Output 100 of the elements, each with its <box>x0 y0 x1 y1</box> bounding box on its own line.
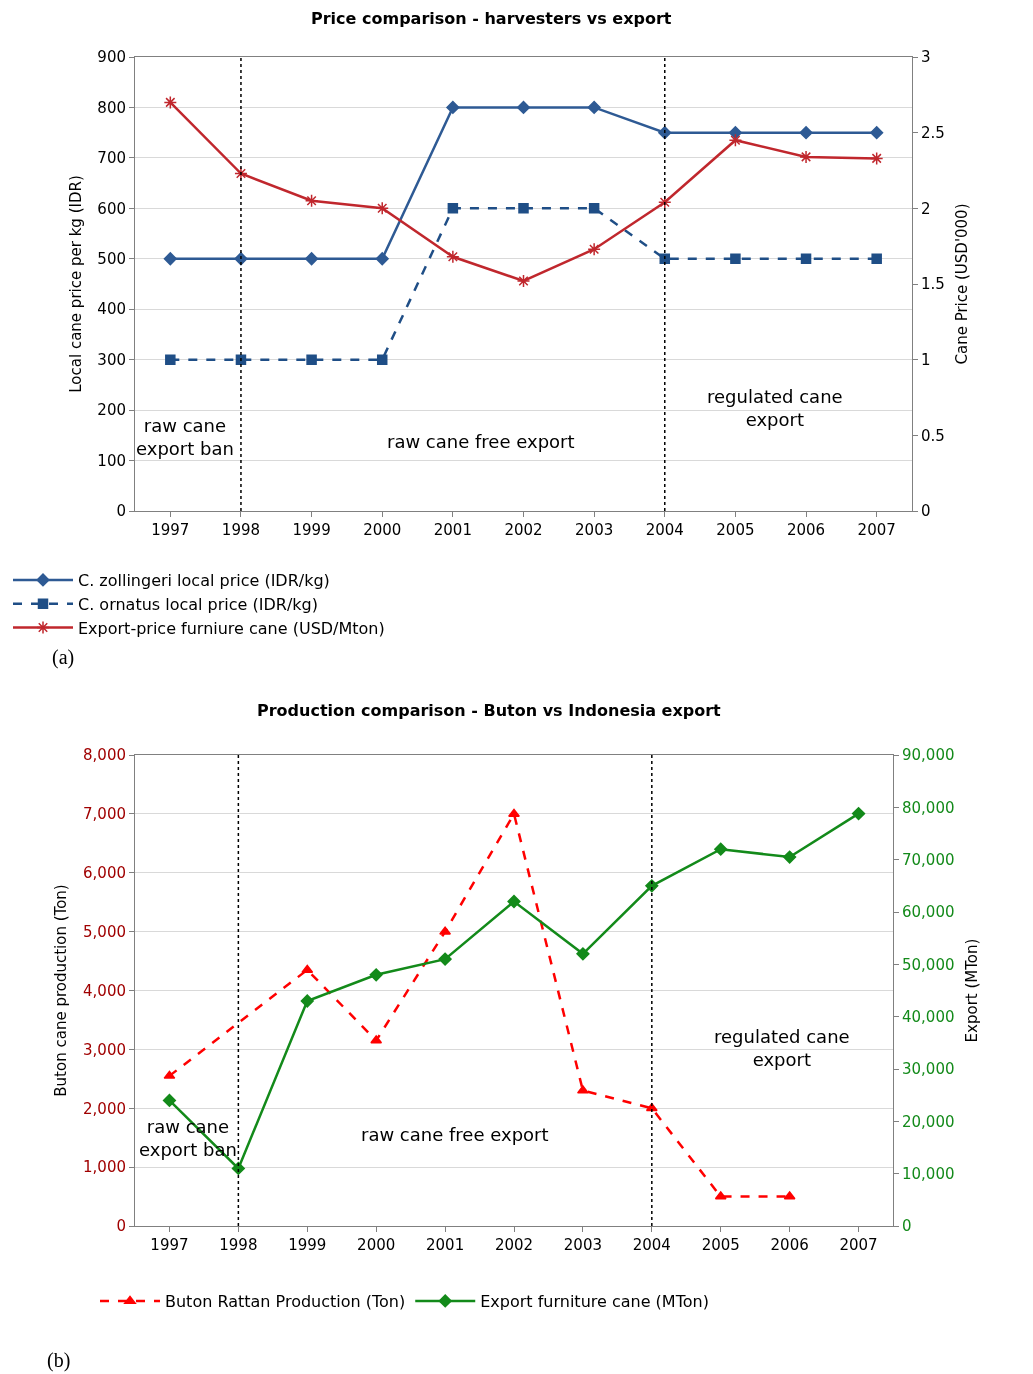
x-tick-label: 2005 <box>716 521 755 539</box>
x-tick-label: 2001 <box>433 521 472 539</box>
point <box>799 126 813 140</box>
point <box>587 242 601 256</box>
y-tick-label: 900 <box>97 48 126 67</box>
point <box>851 807 866 821</box>
y2-tick-label: 60,000 <box>902 903 955 922</box>
y2-tick-label: 1 <box>921 350 931 369</box>
point <box>304 252 319 266</box>
y2-tick-label: 90,000 <box>902 746 955 765</box>
point <box>162 1093 177 1107</box>
y-tick-label: 5,000 <box>83 922 126 941</box>
x-tick-label: 2000 <box>363 521 402 539</box>
point <box>730 253 741 265</box>
y2-tick-label: 50,000 <box>902 955 955 974</box>
y-tick-label: 2,000 <box>83 1099 126 1118</box>
y2-tick-label: 70,000 <box>902 850 955 869</box>
annotation: raw cane free export <box>387 431 575 452</box>
annotation: regulated cane export <box>714 1026 850 1071</box>
y2-tick-label: 0 <box>921 502 931 521</box>
point <box>369 968 383 982</box>
y2-tick-label: 20,000 <box>902 1112 955 1131</box>
x-tick-label: 2003 <box>563 1236 602 1254</box>
point <box>163 95 178 110</box>
point <box>799 150 813 164</box>
x-tick-label: 2003 <box>575 521 614 539</box>
annotation: regulated cane export <box>707 386 843 431</box>
annotation: raw cane export ban <box>136 415 234 460</box>
legend-label: Export furniture cane (MTon) <box>480 1292 709 1312</box>
y2-axis-title: Cane Price (USD'000) <box>952 203 971 365</box>
y-tick-label: 8,000 <box>83 746 126 765</box>
legend-label: C. zollingeri local price (IDR/kg) <box>78 571 330 591</box>
chart-title: Production comparison - Buton vs Indonesia export <box>257 701 722 720</box>
y-tick-label: 600 <box>97 199 126 218</box>
x-tick-label: 1999 <box>292 521 331 539</box>
y-tick-label: 0 <box>116 502 126 521</box>
chart-title: Price comparison - harvesters vs export <box>311 9 672 28</box>
x-tick-label: 2006 <box>770 1236 809 1254</box>
point <box>447 203 459 214</box>
point <box>576 947 590 961</box>
y2-tick-label: 0.5 <box>921 426 945 445</box>
y2-tick-label: 40,000 <box>902 1007 955 1026</box>
x-tick-label: 1998 <box>221 521 261 539</box>
text: (a) <box>52 646 75 669</box>
y2-tick-label: 2 <box>921 199 931 218</box>
x-tick-label: 2007 <box>839 1236 878 1254</box>
y-tick-label: 400 <box>97 300 126 319</box>
point <box>518 203 529 214</box>
y2-tick-label: 2.5 <box>921 123 945 142</box>
y-axis-title: Buton cane production (Ton) <box>52 884 71 1097</box>
point <box>306 354 317 365</box>
y-tick-label: 6,000 <box>83 864 126 882</box>
y-tick-label: 100 <box>97 451 126 470</box>
point <box>728 133 743 147</box>
y-tick-label: 800 <box>97 98 126 117</box>
y2-tick-label: 30,000 <box>902 1060 955 1079</box>
y-tick-label: 0 <box>116 1217 126 1236</box>
y2-tick-label: 3 <box>921 48 931 67</box>
y2-tick-label: 10,000 <box>902 1164 955 1183</box>
point <box>658 195 672 210</box>
point <box>714 842 728 856</box>
y2-tick-label: 80,000 <box>902 798 955 817</box>
point <box>800 253 812 265</box>
y-tick-label: 4,000 <box>83 981 126 1000</box>
legend-label: Export-price furniure cane (USD/Mton) <box>78 618 385 638</box>
point <box>375 252 389 266</box>
point <box>376 354 388 365</box>
x-tick-label: 2001 <box>426 1236 465 1254</box>
x-tick-label: 2002 <box>504 521 543 539</box>
y-tick-label: 200 <box>97 401 126 420</box>
annotation: raw cane free export <box>361 1124 549 1145</box>
point <box>588 203 600 214</box>
legend-label: C. ornatus local price (IDR/kg) <box>78 594 318 614</box>
x-tick-label: 2002 <box>494 1236 534 1254</box>
point <box>300 994 314 1008</box>
y-tick-label: 1,000 <box>83 1158 126 1177</box>
text: (b) <box>47 1349 71 1372</box>
point <box>516 274 531 288</box>
point <box>446 250 460 264</box>
point <box>375 201 389 216</box>
point <box>163 252 177 266</box>
point <box>234 166 248 181</box>
x-tick-label: 2004 <box>645 521 684 539</box>
point <box>235 354 247 365</box>
y-tick-label: 7,000 <box>83 805 126 824</box>
x-tick-label: 2000 <box>357 1236 396 1254</box>
point <box>304 194 319 208</box>
point <box>165 354 176 365</box>
point <box>507 894 521 909</box>
point <box>446 100 460 115</box>
point <box>870 126 884 140</box>
point <box>587 100 601 115</box>
y-tick-label: 700 <box>97 149 126 168</box>
x-tick-label: 2005 <box>701 1236 740 1254</box>
point <box>231 1161 245 1176</box>
y-tick-label: 3,000 <box>83 1040 126 1059</box>
y-tick-label: 500 <box>97 250 126 269</box>
point <box>871 253 882 265</box>
point <box>516 100 531 115</box>
point <box>508 808 520 817</box>
